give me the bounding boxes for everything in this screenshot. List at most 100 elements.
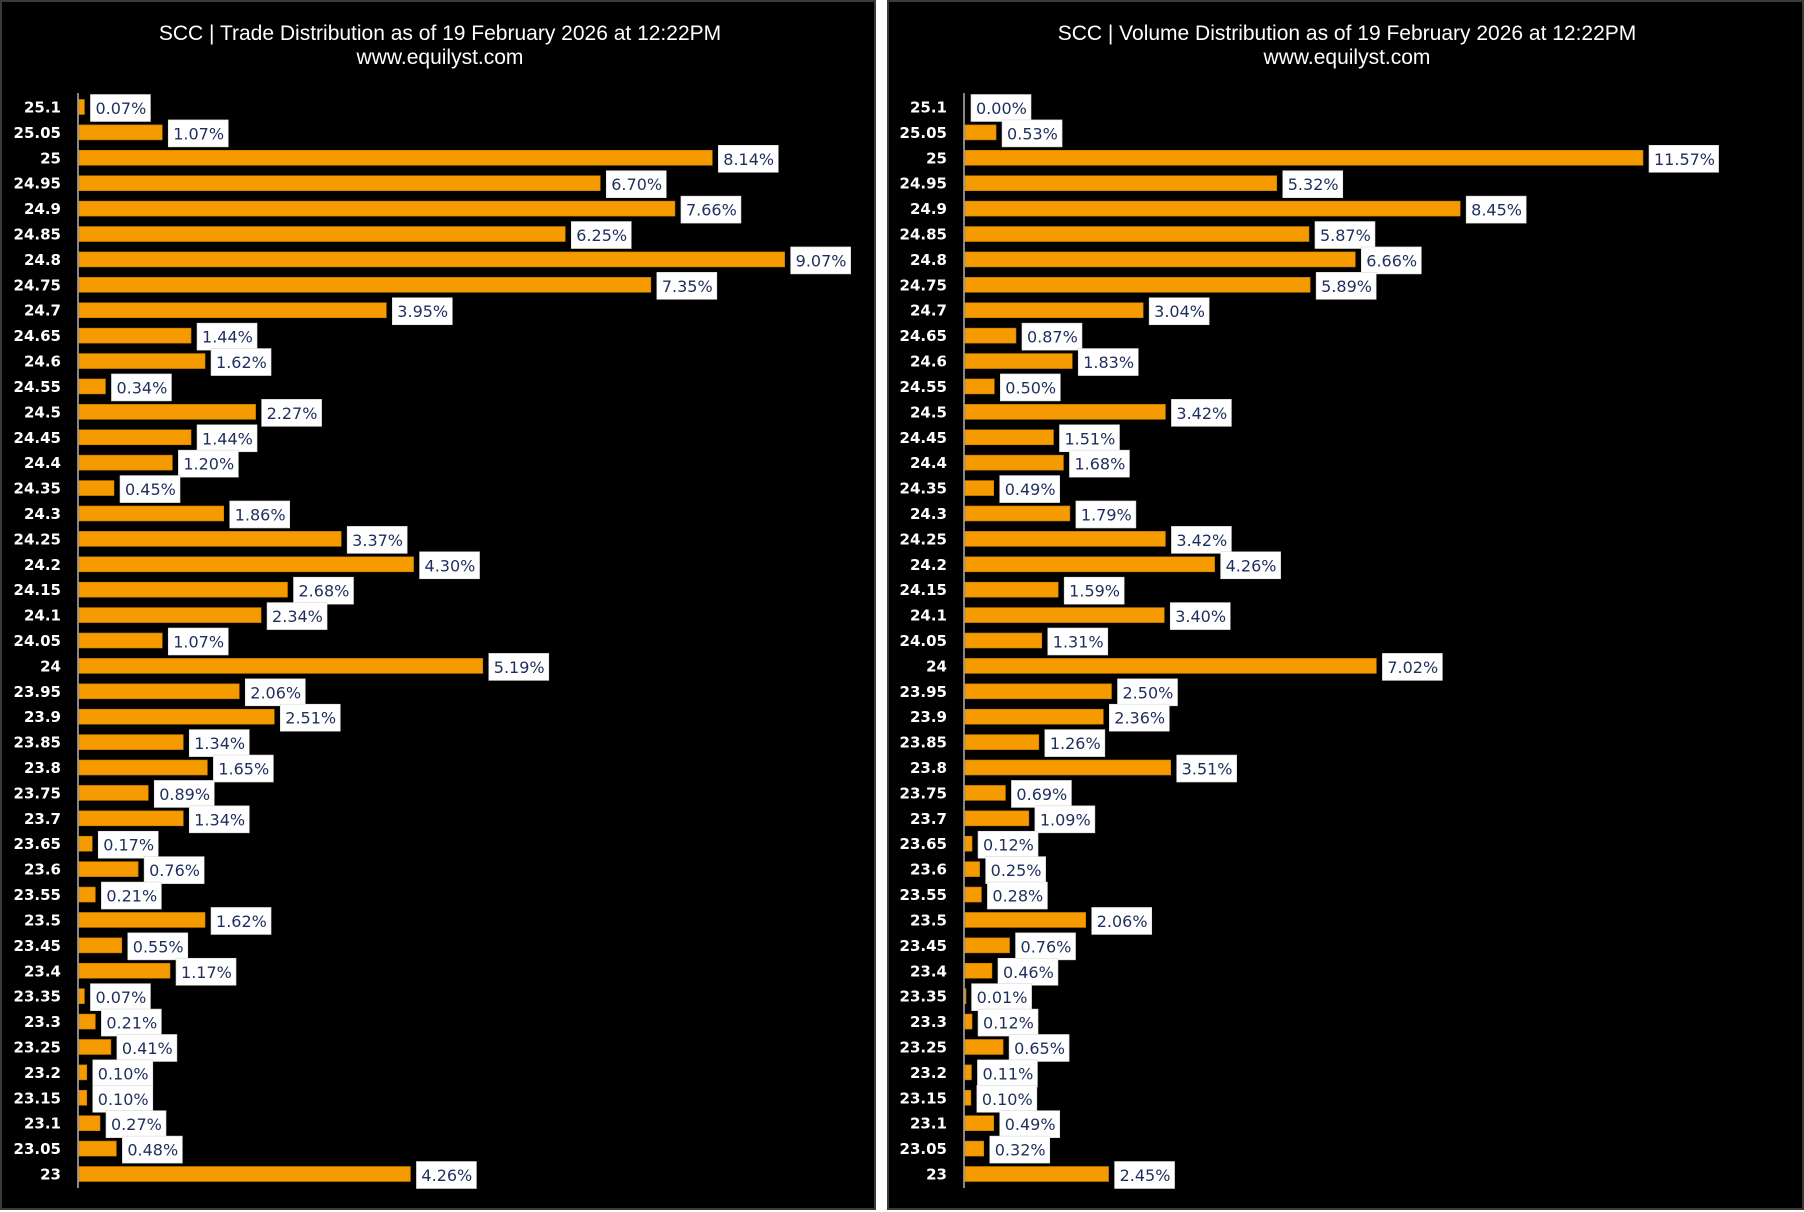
data-label: 0.49% xyxy=(1005,480,1056,499)
bar xyxy=(78,454,173,471)
y-tick-label: 23.2 xyxy=(24,1064,61,1082)
data-label: 2.68% xyxy=(299,582,350,601)
trade-distribution-chart: SCC | Trade Distribution as of 19 Februa… xyxy=(14,22,851,1189)
data-label: 0.50% xyxy=(1005,378,1056,397)
data-label-box xyxy=(1077,348,1139,376)
data-label: 1.83% xyxy=(1083,353,1134,372)
y-tick-label: 23.05 xyxy=(900,1140,947,1158)
data-label: 5.87% xyxy=(1320,226,1371,245)
data-label-box xyxy=(346,526,408,554)
y-tick-label: 23.15 xyxy=(900,1089,947,1107)
bar xyxy=(78,581,288,598)
data-label: 0.46% xyxy=(1003,963,1054,982)
data-label: 6.66% xyxy=(1366,251,1417,270)
data-label: 5.19% xyxy=(494,658,545,677)
y-tick-label: 24.1 xyxy=(910,607,947,625)
data-label: 1.65% xyxy=(218,760,269,779)
data-label: 3.42% xyxy=(1176,531,1227,550)
bar xyxy=(964,302,1144,319)
data-label-box xyxy=(1282,170,1344,199)
data-label-box xyxy=(416,1161,477,1189)
data-label: 0.76% xyxy=(1021,937,1072,956)
data-label: 1.17% xyxy=(181,963,232,982)
data-label-box xyxy=(977,1008,1039,1037)
data-label-box xyxy=(392,297,453,326)
y-tick-label: 24 xyxy=(926,657,947,675)
data-label-box xyxy=(1001,119,1063,148)
bar xyxy=(78,785,149,801)
data-label-box xyxy=(119,475,181,503)
bar xyxy=(78,912,206,928)
data-label-box xyxy=(175,957,237,986)
data-label: 0.45% xyxy=(125,480,176,499)
data-label-box xyxy=(1648,145,1719,173)
data-label: 0.76% xyxy=(149,861,200,880)
data-label-box xyxy=(985,856,1046,884)
bar xyxy=(78,429,192,446)
bar xyxy=(78,378,106,395)
y-tick-label: 24.6 xyxy=(910,353,947,371)
data-label-box xyxy=(999,475,1061,503)
chart-title: SCC | Volume Distribution as of 19 Febru… xyxy=(1058,22,1637,45)
y-tick-label: 24.3 xyxy=(910,505,947,523)
data-label: 0.10% xyxy=(98,1090,149,1109)
y-tick-label: 23 xyxy=(926,1166,947,1184)
data-label: 0.07% xyxy=(95,99,146,118)
data-label: 0.11% xyxy=(982,1064,1033,1083)
bar xyxy=(78,658,484,674)
y-tick-label: 24.8 xyxy=(24,251,61,269)
y-tick-label: 23.25 xyxy=(14,1038,61,1056)
bar xyxy=(964,1115,995,1131)
data-label-box xyxy=(196,322,258,351)
y-tick-label: 23.3 xyxy=(910,1013,947,1031)
data-label: 1.86% xyxy=(235,505,286,524)
bar xyxy=(964,1089,972,1106)
y-tick-label: 24.2 xyxy=(910,556,947,574)
bar xyxy=(78,175,601,192)
data-label-box xyxy=(717,145,779,173)
y-tick-label: 23.8 xyxy=(910,759,947,777)
data-label: 0.49% xyxy=(1005,1115,1056,1134)
data-label: 1.79% xyxy=(1081,505,1132,524)
data-label-box xyxy=(1171,526,1232,554)
y-tick-label: 24.05 xyxy=(14,632,61,650)
data-label-box xyxy=(196,424,258,453)
y-tick-label: 24.95 xyxy=(900,175,947,193)
bar xyxy=(78,226,566,242)
bar xyxy=(964,429,1054,446)
bar xyxy=(964,886,982,903)
y-tick-label: 24.65 xyxy=(14,327,61,345)
data-label-box xyxy=(1169,602,1231,630)
bar xyxy=(78,200,676,217)
y-tick-label: 25.1 xyxy=(910,99,947,117)
data-label: 1.34% xyxy=(194,734,245,753)
y-tick-label: 24.4 xyxy=(910,454,947,472)
data-label: 1.44% xyxy=(202,429,253,448)
y-tick-label: 24.55 xyxy=(900,378,947,396)
data-label: 0.00% xyxy=(976,99,1027,118)
data-label: 4.26% xyxy=(1226,556,1277,575)
bar xyxy=(78,1140,117,1157)
y-tick-label: 25.1 xyxy=(24,99,61,117)
data-label: 3.40% xyxy=(1175,607,1226,626)
data-label-box xyxy=(97,830,159,859)
data-label-box xyxy=(1034,805,1096,834)
y-tick-label: 24.05 xyxy=(900,632,947,650)
trade-distribution-panel: SCC | Trade Distribution as of 19 Februa… xyxy=(0,0,876,1210)
y-tick-label: 24.4 xyxy=(24,454,61,472)
y-tick-label: 24.75 xyxy=(900,276,947,294)
data-label-box xyxy=(266,602,328,630)
y-tick-label: 24.25 xyxy=(14,530,61,548)
data-label-box xyxy=(188,805,250,834)
y-tick-label: 24.1 xyxy=(24,607,61,625)
data-label: 0.55% xyxy=(133,937,184,956)
data-label: 3.42% xyxy=(1176,404,1227,423)
y-tick-label: 24.45 xyxy=(14,429,61,447)
data-label-box xyxy=(1360,246,1422,275)
data-label-box xyxy=(92,1059,154,1088)
bar xyxy=(78,1166,411,1182)
y-tick-label: 23.25 xyxy=(900,1038,947,1056)
bar xyxy=(964,937,1010,954)
y-tick-label: 24.75 xyxy=(14,276,61,294)
y-tick-label: 24.35 xyxy=(14,480,61,498)
